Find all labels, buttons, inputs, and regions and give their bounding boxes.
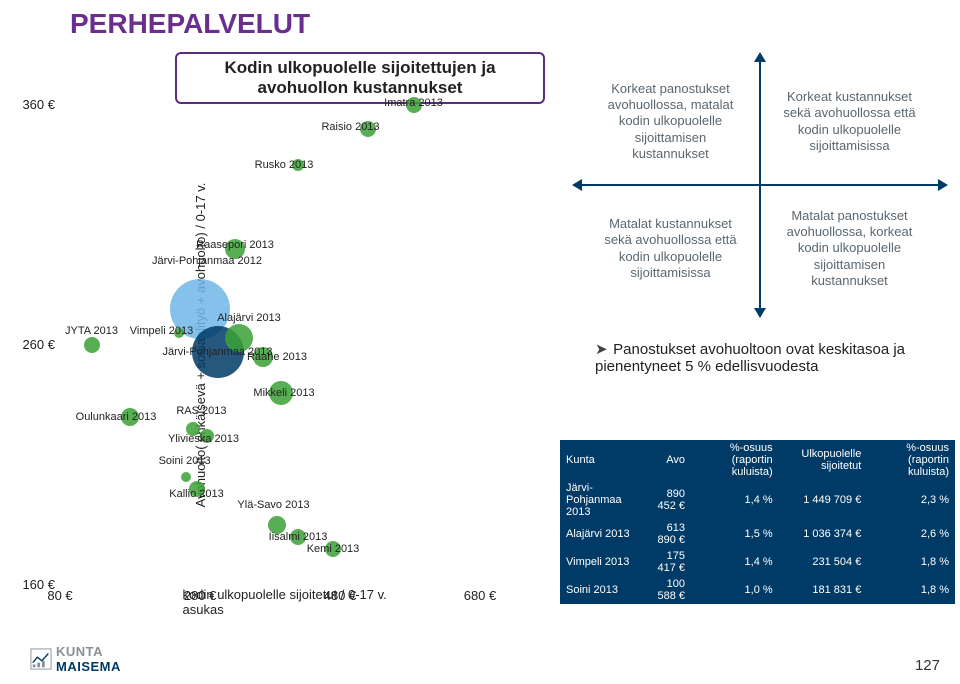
point-label: Imatra 2013 — [384, 97, 443, 109]
bullet-icon: ➤ — [595, 340, 609, 358]
plot-area: Imatra 2013Raisio 2013Rusko 2013Raasepor… — [60, 105, 550, 585]
table-cell: 1,0 % — [691, 576, 779, 604]
table-header-row: Kunta Avo %-osuus (raportin kuluista) Ul… — [560, 440, 955, 480]
point-label: Ylivieska 2013 — [168, 433, 239, 445]
point-label: RAS 2013 — [176, 405, 226, 417]
point-label: Kallio 2013 — [169, 488, 223, 500]
point-label: Raasepori 2013 — [196, 239, 274, 251]
quad-bottom-right: Matalat panostukset avohuollossa, korkea… — [767, 191, 932, 306]
table-cell: 1,5 % — [691, 520, 779, 548]
logo-kunta: KUNTA — [56, 644, 103, 659]
arrow-down-icon — [754, 308, 766, 318]
point-label: Rusko 2013 — [255, 159, 314, 171]
point-label: Raisio 2013 — [321, 121, 379, 133]
scatter-chart: Avohuolto( ehkäisevä + sosiaalityö + avo… — [60, 105, 550, 585]
arrow-right-icon — [938, 179, 948, 191]
table-cell: 175 417 € — [649, 548, 691, 576]
table-cell: 1,4 % — [691, 480, 779, 520]
point-label: Mikkeli 2013 — [253, 387, 314, 399]
table-cell: 1,4 % — [691, 548, 779, 576]
arrow-up-icon — [754, 52, 766, 62]
point-label: Soini 2013 — [159, 455, 211, 467]
point-label: Alajärvi 2013 — [217, 312, 281, 324]
logo-text: KUNTA MAISEMA — [56, 644, 121, 674]
point-label: Iisalmi 2013 — [269, 531, 328, 543]
th-pct2: %-osuus (raportin kuluista) — [867, 440, 955, 480]
th-pct1: %-osuus (raportin kuluista) — [691, 440, 779, 480]
page-title: PERHEPALVELUT — [70, 8, 310, 40]
quad-top-left: Korkeat panostukset avohuollossa, matala… — [588, 64, 753, 179]
table-cell: 100 588 € — [649, 576, 691, 604]
quad-bottom-left: Matalat kustannukset sekä avohuollossa e… — [588, 191, 753, 306]
data-table: Kunta Avo %-osuus (raportin kuluista) Ul… — [560, 440, 955, 604]
point-label: Oulunkaari 2013 — [76, 411, 157, 423]
page-number: 127 — [915, 657, 940, 674]
point-label: Kemi 2013 — [307, 543, 360, 555]
y-tick: 260 € — [20, 337, 55, 352]
logo-maisema: MAISEMA — [56, 659, 121, 674]
point-label: JYTA 2013 — [65, 325, 118, 337]
table-cell: 181 831 € — [779, 576, 868, 604]
point-label: Vimpeli 2013 — [130, 325, 193, 337]
th-avo: Avo — [649, 440, 691, 480]
quad-top-right: Korkeat kustannukset sekä avohuollossa e… — [767, 64, 932, 179]
x-tick: 680 € — [458, 588, 503, 603]
table-row: Vimpeli 2013175 417 €1,4 %231 504 €1,8 % — [560, 548, 955, 576]
table-cell: Vimpeli 2013 — [560, 548, 649, 576]
table-cell: 1 036 374 € — [779, 520, 868, 548]
point-label: Järvi-Pohjanmaa 2012 — [152, 255, 262, 267]
table-cell: 1,8 % — [867, 576, 955, 604]
bubble-point — [181, 472, 191, 482]
table-row: Soini 2013100 588 €1,0 %181 831 €1,8 % — [560, 576, 955, 604]
chart-title: Kodin ulkopuolelle sijoitettujen ja avoh… — [175, 52, 545, 104]
x-tick: 480 € — [318, 588, 363, 603]
table-cell: Soini 2013 — [560, 576, 649, 604]
table-cell: 890 452 € — [649, 480, 691, 520]
table-row: Järvi-Pohjanmaa 2013890 452 €1,4 %1 449 … — [560, 480, 955, 520]
arrow-left-icon — [572, 179, 582, 191]
table-cell: Alajärvi 2013 — [560, 520, 649, 548]
remark-text: ➤ Panostukset avohuoltoon ovat keskitaso… — [595, 340, 950, 375]
table-cell: 1 449 709 € — [779, 480, 868, 520]
logo: KUNTA MAISEMA — [30, 644, 121, 674]
point-label: Ylä-Savo 2013 — [237, 499, 309, 511]
point-label: Raahe 2013 — [247, 351, 307, 363]
logo-icon — [30, 648, 52, 670]
table-cell: 2,3 % — [867, 480, 955, 520]
table-cell: Järvi-Pohjanmaa 2013 — [560, 480, 649, 520]
th-kunta: Kunta — [560, 440, 649, 480]
y-tick: 360 € — [20, 97, 55, 112]
table-cell: 1,8 % — [867, 548, 955, 576]
table-row: Alajärvi 2013613 890 €1,5 %1 036 374 €2,… — [560, 520, 955, 548]
quad-axis-h — [580, 184, 940, 186]
table-cell: 613 890 € — [649, 520, 691, 548]
x-tick: 80 € — [38, 588, 83, 603]
x-tick: 280 € — [178, 588, 223, 603]
table-cell: 2,6 % — [867, 520, 955, 548]
th-ulko: Ulkopuolelle sijoitetut — [779, 440, 868, 480]
remark-content: Panostukset avohuoltoon ovat keskitasoa … — [595, 341, 905, 375]
table-cell: 231 504 € — [779, 548, 868, 576]
quadrant-matrix: Korkeat panostukset avohuollossa, matala… — [580, 60, 940, 310]
bubble-point — [84, 337, 100, 353]
